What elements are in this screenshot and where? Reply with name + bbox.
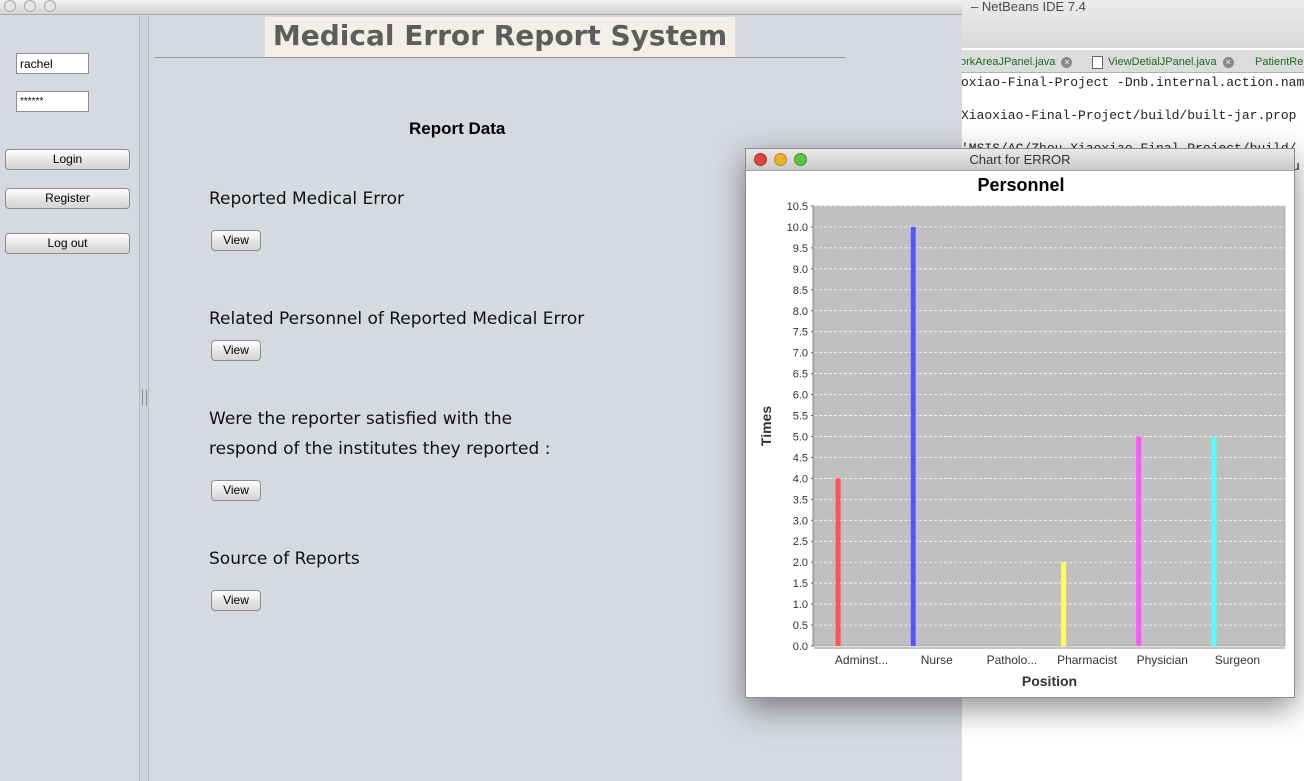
chart-window-title: Chart for ERROR	[969, 152, 1071, 167]
x-tick-label: Nurse	[921, 653, 953, 667]
y-tick-label: 5.0	[793, 431, 808, 443]
register-button[interactable]: Register	[5, 188, 130, 209]
y-tick-label: 0.0	[793, 641, 808, 653]
y-tick-label: 8.0	[793, 306, 808, 318]
x-tick-label: Surgeon	[1215, 653, 1260, 667]
y-tick-label: 2.0	[793, 557, 808, 569]
view-satisfaction-button[interactable]: View	[211, 480, 261, 501]
close-icon[interactable]: ×	[1222, 56, 1234, 68]
x-tick-label: Pharmacist	[1057, 653, 1118, 667]
zoom-window-icon[interactable]	[794, 153, 807, 166]
close-window-icon[interactable]	[754, 153, 767, 166]
y-tick-label: 3.0	[793, 515, 808, 527]
source-of-reports-label: Source of Reports	[209, 549, 360, 569]
y-tick-label: 4.0	[793, 473, 808, 485]
reported-error-label: Reported Medical Error	[209, 189, 404, 209]
divider	[155, 57, 845, 58]
netbeans-title: – NetBeans IDE 7.4	[971, 0, 1086, 14]
minimize-window-icon[interactable]	[24, 0, 36, 12]
y-tick-label: 0.5	[793, 620, 808, 632]
plot-area	[813, 205, 1286, 647]
bar	[910, 226, 916, 646]
output-line: oxiao-Final-Project -Dnb.internal.action…	[961, 75, 1304, 90]
split-pane-divider[interactable]	[140, 15, 149, 781]
y-tick-label: 1.0	[793, 599, 808, 611]
login-button[interactable]: Login	[5, 149, 130, 170]
chart-title: Personnel	[977, 175, 1064, 195]
x-tick-label: Patholo...	[987, 653, 1038, 667]
y-tick-label: 10.5	[787, 201, 808, 213]
y-tick-label: 9.0	[793, 264, 808, 276]
password-field[interactable]: ******	[16, 91, 89, 112]
zoom-window-icon[interactable]	[44, 0, 56, 12]
app-titlebar	[0, 0, 962, 15]
editor-tab[interactable]: PatientRe	[1255, 53, 1303, 71]
splitter-grip-icon[interactable]	[142, 390, 147, 406]
close-window-icon[interactable]	[4, 0, 16, 12]
y-tick-label: 1.5	[793, 578, 808, 590]
x-tick-label: Physician	[1137, 653, 1188, 667]
banner: Medical Error Report System	[265, 17, 735, 57]
page-title: Report Data	[409, 119, 506, 138]
y-tick-label: 10.0	[787, 222, 808, 234]
java-file-icon	[1092, 55, 1103, 69]
close-icon[interactable]: ×	[1061, 56, 1073, 68]
y-tick-label: 9.5	[793, 243, 808, 255]
view-source-of-reports-button[interactable]: View	[211, 590, 261, 611]
x-tick-label: Adminst...	[835, 653, 888, 667]
app-title: Medical Error Report System	[272, 19, 728, 52]
bar-chart: Personnel 0.0 0.5 1.0 1.5 2.0 2.5 3.0 3.5 4.0 4.5 5…	[758, 175, 1286, 689]
y-tick-label: 7.5	[793, 327, 808, 339]
editor-tab-label: PatientRe	[1255, 56, 1304, 68]
username-field[interactable]: rachel	[16, 53, 89, 74]
y-tick-label: 7.0	[793, 348, 808, 360]
editor-tab-bar: orkAreaJPanel.java × ViewDetialJPanel.jav…	[960, 50, 1304, 73]
editor-tab[interactable]: orkAreaJPanel.java ×	[960, 53, 1073, 71]
output-line: Xiaoxiao-Final-Project/build/built-jar.p…	[961, 108, 1297, 123]
y-axis-label: Times	[758, 406, 774, 446]
minimize-window-icon[interactable]	[774, 153, 787, 166]
y-tick-label: 2.5	[793, 536, 808, 548]
x-axis-label: Position	[1022, 673, 1077, 689]
editor-tab-label: orkAreaJPanel.java	[960, 56, 1056, 68]
netbeans-titlebar: – NetBeans IDE 7.4	[962, 0, 1304, 48]
y-tick-label: 8.5	[793, 285, 808, 297]
view-related-personnel-button[interactable]: View	[211, 340, 261, 361]
y-tick-label: 6.0	[793, 390, 808, 402]
chart-window: Chart for ERROR Personnel 0.0 0.5 1.0 1.5 2.0…	[745, 148, 1295, 698]
y-tick-label: 3.5	[793, 494, 808, 506]
editor-tab-label: ViewDetialJPanel.java	[1108, 56, 1217, 68]
bar	[1211, 436, 1217, 646]
view-reported-error-button[interactable]: View	[211, 230, 261, 251]
y-tick-label: 5.5	[793, 411, 808, 423]
logout-button[interactable]: Log out	[5, 233, 130, 254]
related-personnel-label: Related Personnel of Reported Medical Er…	[209, 309, 585, 329]
y-tick-label: 4.5	[793, 452, 808, 464]
bar	[1061, 562, 1067, 646]
bar	[1136, 436, 1142, 646]
satisfaction-label-line2: respond of the institutes they reported …	[209, 439, 551, 459]
chart-window-titlebar[interactable]: Chart for ERROR	[746, 149, 1294, 171]
y-tick-label: 6.5	[793, 369, 808, 381]
app-window: rachel ****** Login Register Log out Med…	[0, 0, 962, 781]
login-sidebar: rachel ****** Login Register Log out	[0, 15, 140, 781]
bar	[835, 478, 841, 646]
satisfaction-label-line1: Were the reporter satisfied with the	[209, 409, 513, 429]
editor-tab[interactable]: ViewDetialJPanel.java ×	[1092, 53, 1234, 71]
output-line: u	[1292, 159, 1300, 174]
